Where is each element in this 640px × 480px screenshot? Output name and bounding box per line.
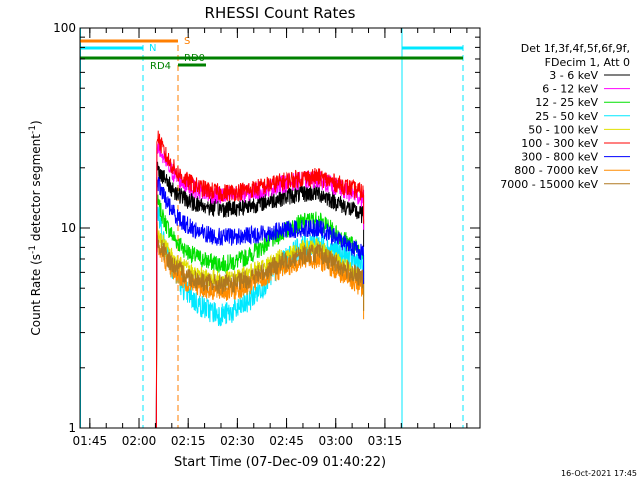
x-axis: 01:45 02:00 02:15 02:30 02:45 03:00 03:15 (73, 28, 468, 448)
y-tick-label: 100 (53, 21, 76, 35)
series-line-5 (155, 130, 365, 429)
y-axis: 1 10 100 (53, 21, 480, 435)
y-tick-label: 10 (61, 221, 76, 235)
legend-label: 7000 - 15000 keV (500, 178, 598, 191)
x-tick-label: 02:15 (171, 434, 206, 448)
night-label: N (149, 43, 156, 54)
legend-label: 3 - 6 keV (549, 69, 598, 82)
series-line-6 (155, 175, 365, 429)
x-axis-label: Start Time (07-Dec-09 01:40:22) (174, 455, 386, 470)
y-axis-label-main: Count Rate (s (29, 254, 43, 336)
series-line-0 (155, 161, 365, 429)
legend-label: 100 - 300 keV (521, 137, 598, 150)
series-line-8 (155, 231, 365, 429)
y-axis-label: Count Rate (s-1 detector segment-1) (28, 120, 43, 335)
x-tick-label: 02:00 (122, 434, 157, 448)
series-line-3 (155, 206, 365, 429)
rd0-label: RD0 (184, 53, 205, 64)
legend-header-line2: FDecim 1, Att 0 (545, 56, 630, 69)
saa-label: S (184, 36, 190, 47)
legend-label: 6 - 12 keV (542, 83, 598, 96)
legend: Det 1f,3f,4f,5f,6f,9f, FDecim 1, Att 0 3… (500, 42, 630, 191)
x-tick-label: 03:00 (318, 434, 353, 448)
footer-date: 16-Oct-2021 17:45 (561, 469, 637, 478)
legend-header-line1: Det 1f,3f,4f,5f,6f,9f, (521, 42, 630, 55)
legend-label: 12 - 25 keV (535, 96, 598, 109)
chart-marks: S N RD0 RD4 (80, 28, 464, 429)
x-tick-label: 03:15 (368, 434, 403, 448)
legend-label: 25 - 50 keV (535, 110, 598, 123)
y-axis-label-sup1: -1 (28, 245, 38, 254)
x-tick-label: 02:45 (269, 434, 304, 448)
legend-label: 800 - 7000 keV (514, 164, 598, 177)
legend-label: 50 - 100 keV (528, 123, 598, 136)
legend-label: 300 - 800 keV (521, 151, 598, 164)
x-tick-label: 02:30 (220, 434, 255, 448)
rd4-label: RD4 (150, 61, 171, 72)
y-axis-label-end: ) (29, 120, 43, 125)
y-axis-label-mid: detector segment (29, 134, 43, 245)
x-tick-label: 01:45 (73, 434, 108, 448)
chart-title: RHESSI Count Rates (205, 4, 356, 22)
y-axis-label-sup2: -1 (28, 125, 38, 134)
y-tick-label: 1 (68, 421, 76, 435)
